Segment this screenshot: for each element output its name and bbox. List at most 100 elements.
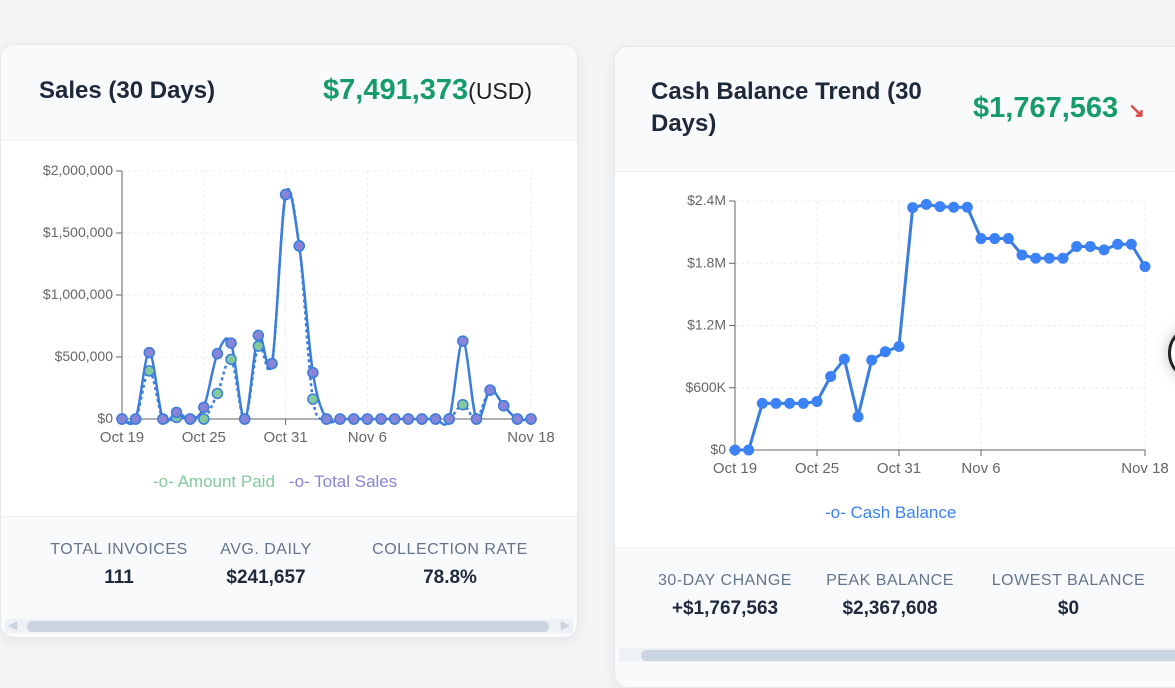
data-point (307, 366, 319, 379)
data-point (143, 346, 156, 359)
data-point (211, 387, 224, 400)
data-point (1071, 241, 1083, 253)
data-point (429, 413, 442, 425)
data-point (893, 340, 905, 352)
data-point (457, 398, 469, 411)
stat-peak-balance: PEAK BALANCE $2,367,608 (815, 572, 965, 620)
stat-avg-daily: AVG. DAILY $241,657 (201, 541, 331, 589)
stat-label: LOWEST BALANCE (991, 572, 1146, 589)
data-point (266, 357, 278, 370)
data-point (457, 335, 469, 347)
data-point (1125, 238, 1137, 250)
data-point (334, 413, 346, 425)
stat-value: $0 (1057, 598, 1080, 619)
y-tick-label: $500,000 (55, 348, 114, 364)
sales-stats: TOTAL INVOICES 111 AVG. DAILY $241,657 COL… (1, 516, 577, 637)
scroll-right-arrow-icon[interactable]: ▶ (560, 618, 570, 632)
x-tick-label: Nov 18 (507, 429, 555, 446)
data-point (838, 353, 850, 365)
x-tick-label: Nov 6 (961, 460, 1000, 477)
horizontal-scrollbar[interactable]: ◀ ▶ (5, 618, 573, 633)
data-point (1098, 244, 1110, 256)
data-point (975, 233, 987, 245)
stat-collection-rate: COLLECTION RATE 78.8% (361, 541, 539, 589)
data-point (1112, 238, 1124, 250)
scroll-left-arrow-icon[interactable]: ◀ (8, 618, 18, 632)
y-tick-label: $1,500,000 (43, 224, 113, 240)
data-point (907, 202, 919, 214)
sales-chart: $0 $500,000 $1,000,000 $1,500,000 $2,000,000… (43, 162, 555, 446)
y-tick-label: $0 (710, 441, 726, 457)
data-point (797, 397, 809, 409)
data-point (497, 399, 510, 412)
data-point (211, 347, 224, 360)
data-point (279, 188, 292, 201)
sales-title: Sales (30 Days) (39, 77, 216, 104)
cash-balance-chart: $0 $600K $1.2M $1.8M $2.4M Oct 19 Oct 25 Oct 31… (686, 192, 1169, 477)
y-tick-label: $1.8M (687, 254, 726, 270)
currency-label: (USD) (468, 78, 533, 104)
data-point (198, 401, 210, 414)
data-point (416, 413, 428, 425)
data-point (934, 201, 946, 213)
x-tick-label: Oct 31 (264, 429, 308, 446)
x-tick-label: Oct 31 (877, 460, 921, 477)
data-point (348, 413, 360, 425)
stat-value: +$1,767,563 (671, 598, 779, 619)
x-tick-label: Nov 6 (348, 429, 387, 446)
legend-label: Cash Balance (850, 503, 957, 522)
data-point (129, 413, 142, 425)
data-point (198, 413, 210, 425)
data-point (743, 444, 755, 456)
data-point (238, 413, 251, 425)
data-point (811, 395, 823, 407)
data-point (770, 397, 782, 409)
cash-title: Cash Balance Trend (30 Days) (651, 78, 922, 137)
data-point (443, 413, 455, 425)
stat-value: $2,367,608 (842, 598, 938, 619)
data-point (1016, 249, 1028, 261)
scrollbar-thumb[interactable] (27, 621, 549, 632)
data-point (948, 201, 960, 213)
data-point (825, 370, 837, 382)
data-point (375, 413, 387, 425)
legend-cash-balance[interactable]: -o- Cash Balance (825, 503, 957, 522)
data-point (225, 353, 237, 366)
cash-card-header: Cash Balance Trend (30 Days) $1,767,563 ↘ (615, 47, 1175, 172)
stat-value: $241,657 (226, 567, 306, 588)
data-point (511, 413, 524, 425)
y-tick-label: $2,000,000 (43, 162, 113, 178)
data-point (879, 346, 891, 358)
data-point (920, 198, 932, 210)
data-point (866, 354, 878, 366)
y-tick-label: $600K (686, 379, 727, 395)
series-line-total-sales (121, 188, 532, 426)
cash-total: $1,767,563 ↘ (973, 92, 1145, 125)
data-point (525, 413, 537, 425)
stat-value: 111 (104, 567, 134, 588)
x-tick-label: Oct 19 (713, 460, 757, 477)
data-point (116, 413, 128, 425)
sales-total: $7,491,373(USD) (323, 74, 532, 107)
data-point (402, 413, 415, 425)
data-point (225, 337, 237, 349)
data-point (484, 384, 496, 396)
cash-balance-card: Cash Balance Trend (30 Days) $1,767,563 ↘… (614, 46, 1175, 688)
data-point (293, 240, 305, 252)
stat-30-day-change: 30-DAY CHANGE +$1,767,563 (645, 572, 805, 620)
data-point (989, 233, 1001, 245)
legend-amount-paid[interactable]: -o- Amount Paid (153, 472, 275, 491)
sales-card: Sales (30 Days) $7,491,373(USD) $0 $500,0… (0, 44, 578, 638)
series-line-amount-paid (121, 187, 532, 424)
horizontal-scrollbar[interactable] (619, 648, 1175, 662)
sales-card-header: Sales (30 Days) $7,491,373(USD) (1, 45, 577, 141)
data-point (1002, 233, 1014, 245)
data-point (961, 201, 973, 213)
legend-total-sales[interactable]: -o- Total Sales (288, 472, 398, 491)
stat-label: PEAK BALANCE (826, 572, 954, 589)
y-tick-label: $0 (97, 410, 113, 426)
stat-label: 30-DAY CHANGE (658, 572, 792, 589)
cash-legend: -o- Cash Balance (825, 503, 956, 523)
trend-down-icon: ↘ (1128, 100, 1145, 122)
stat-label: AVG. DAILY (220, 541, 312, 558)
